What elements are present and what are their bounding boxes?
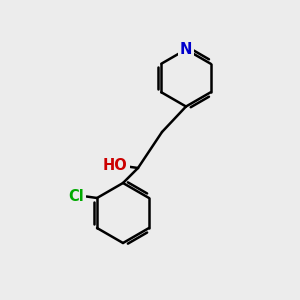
Text: Cl: Cl bbox=[68, 189, 84, 204]
Text: N: N bbox=[180, 42, 192, 57]
Text: HO: HO bbox=[103, 158, 128, 172]
